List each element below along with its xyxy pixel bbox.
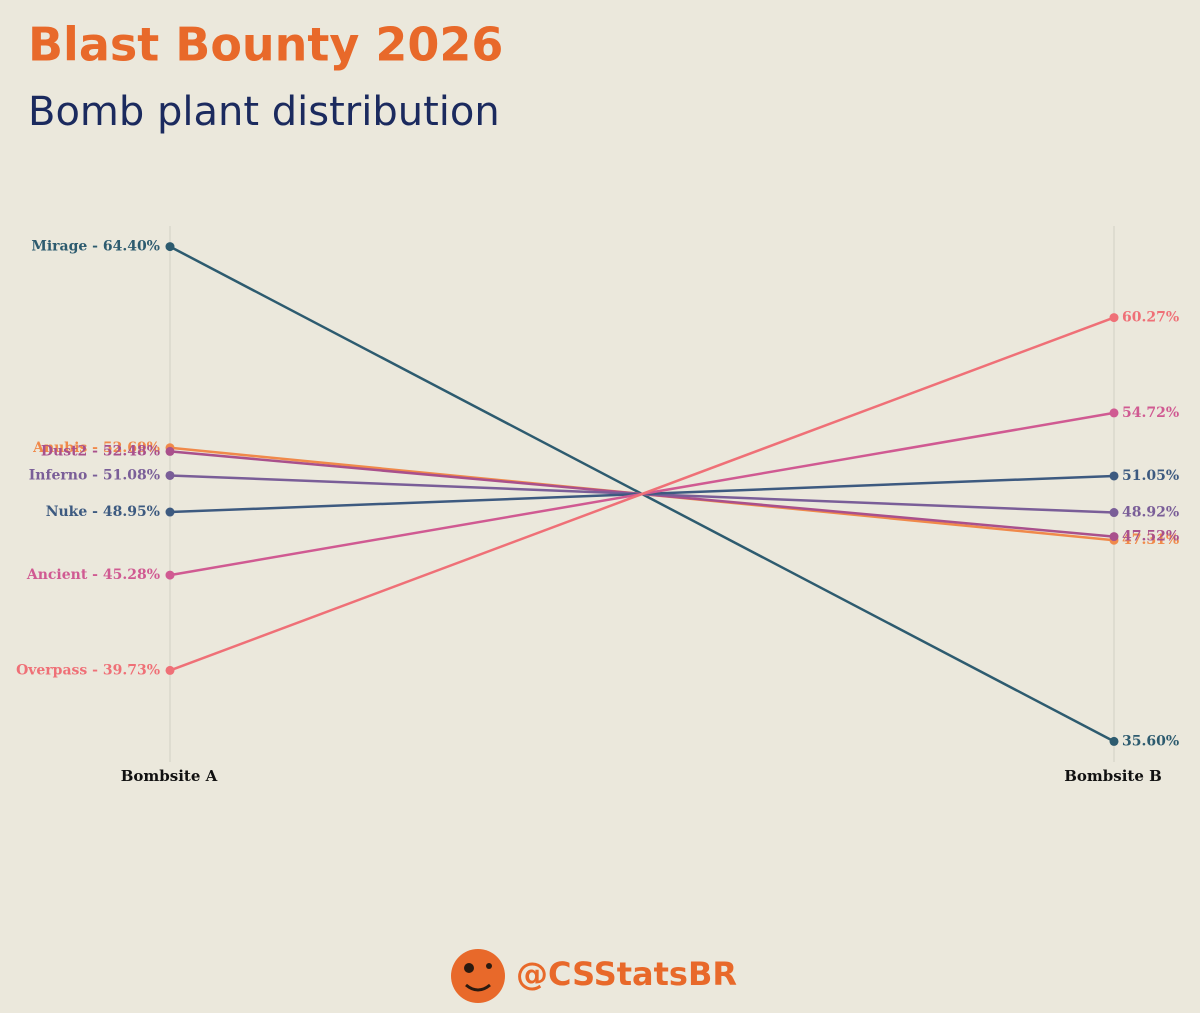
value-label: Inferno - 51.08% <box>29 467 160 483</box>
point <box>165 665 175 675</box>
value-label: 47.31% <box>1122 532 1179 548</box>
point <box>1109 408 1119 418</box>
value-label: Mirage - 64.40% <box>31 239 160 255</box>
chart-title: Blast Bounty 2026 <box>28 18 503 72</box>
value-label: 48.92% <box>1122 505 1179 521</box>
footer-handle: @CSStatsBR <box>516 955 737 993</box>
point <box>1109 532 1119 542</box>
x-tick-label: Bombsite A <box>121 767 218 785</box>
value-label: 47.52% <box>1122 529 1179 545</box>
point <box>165 470 175 480</box>
value-label: Overpass - 39.73% <box>16 662 160 678</box>
footer-logo <box>451 949 505 1003</box>
value-label: Ancient - 45.28% <box>26 567 160 583</box>
value-label: 51.05% <box>1122 468 1179 484</box>
value-label: 35.60% <box>1122 733 1179 749</box>
point <box>165 242 175 252</box>
slope-line <box>169 316 1115 672</box>
value-label: Nuke - 48.95% <box>46 504 160 520</box>
point <box>165 570 175 580</box>
value-label: 54.72% <box>1122 405 1179 421</box>
value-label: 60.27% <box>1122 310 1179 326</box>
point <box>1109 471 1119 481</box>
value-label: Anubis - 52.69% <box>32 440 160 456</box>
point <box>1109 508 1119 518</box>
x-tick-label: Bombsite B <box>1064 767 1162 785</box>
point <box>165 446 175 456</box>
point <box>165 507 175 517</box>
point <box>1109 736 1119 746</box>
value-label: Dust2 - 52.48% <box>41 443 160 459</box>
point <box>1109 313 1119 323</box>
chart-subtitle: Bomb plant distribution <box>28 89 500 135</box>
